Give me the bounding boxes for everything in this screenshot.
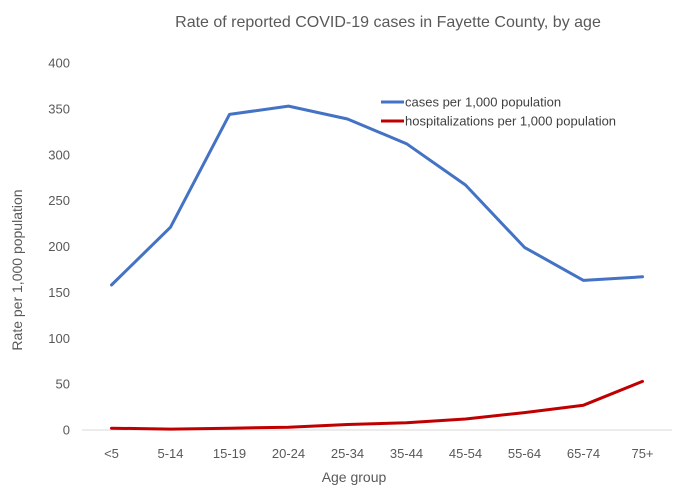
x-tick-label: 35-44 [390,446,423,461]
y-tick-label: 350 [48,101,70,116]
x-tick-label: 55-64 [508,446,541,461]
x-axis-title: Age group [322,469,387,485]
y-tick-label: 50 [56,377,70,392]
x-tick-label: 25-34 [331,446,364,461]
y-tick-label: 150 [48,285,70,300]
x-tick-label: 15-19 [213,446,246,461]
series-line-hospitalizations [110,379,644,431]
x-tick-label: 75+ [631,446,653,461]
x-tick-label: 20-24 [272,446,305,461]
legend-label: cases per 1,000 population [405,95,561,110]
y-tick-label: 400 [48,56,70,71]
series-line-cases [110,104,644,287]
x-tick-labels: <5 5-14 15-19 20-24 25-34 35-44 45-54 55-64 65-7… [104,446,653,461]
y-tick-label: 300 [48,147,70,162]
y-tick-label: 200 [48,239,70,254]
legend-label: hospitalizations per 1,000 population [405,114,616,129]
legend: cases per 1,000 population hospitalizatio… [381,95,616,129]
series-lines [110,104,644,431]
y-tick-labels: 0 50 100 150 200 250 300 350 400 [48,56,70,438]
x-tick-label: <5 [104,446,119,461]
y-tick-label: 0 [63,423,70,438]
x-tick-label: 45-54 [449,446,482,461]
y-axis-title: Rate per 1,000 population [9,189,25,350]
x-tick-label: 65-74 [567,446,600,461]
x-tick-label: 5-14 [157,446,183,461]
y-tick-label: 250 [48,193,70,208]
chart-title: Rate of reported COVID-19 cases in Fayet… [175,14,601,31]
y-tick-label: 100 [48,331,70,346]
